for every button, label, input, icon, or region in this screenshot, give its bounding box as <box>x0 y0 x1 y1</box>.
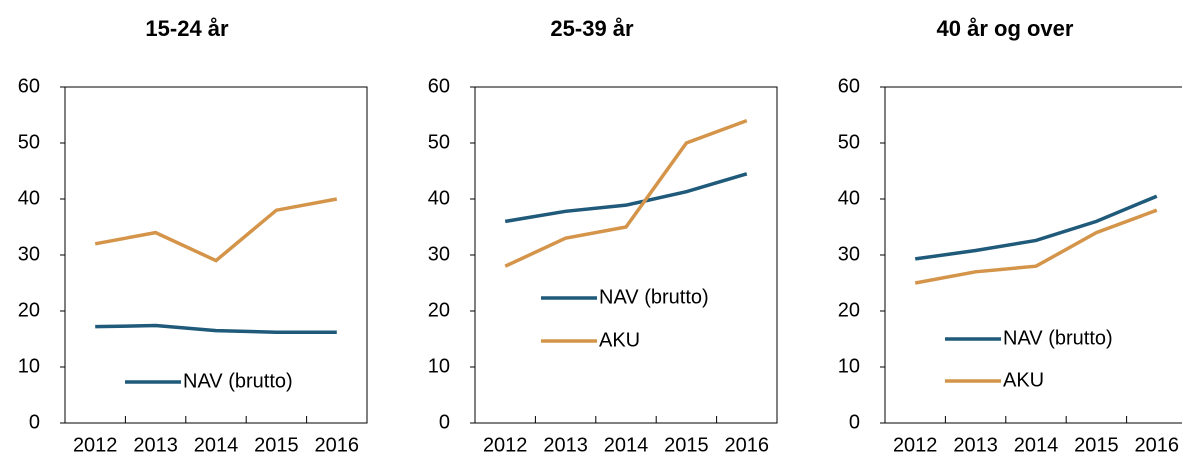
y-tick-label: 50 <box>838 131 860 153</box>
y-tick-label: 50 <box>18 131 40 153</box>
y-tick-label: 40 <box>18 187 40 209</box>
y-tick-label: 60 <box>428 75 450 97</box>
y-tick-label: 30 <box>428 243 450 265</box>
x-tick-label: 2016 <box>725 434 770 456</box>
series-line <box>504 172 748 224</box>
x-tick-label: 2015 <box>664 434 709 456</box>
legend-label: NAV (brutto) <box>1003 327 1113 349</box>
x-tick-label: 2013 <box>133 434 178 456</box>
x-tick-label: 2016 <box>315 434 360 456</box>
y-tick-label: 20 <box>18 299 40 321</box>
legend-label: NAV (brutto) <box>183 370 293 392</box>
legend-label: AKU <box>599 329 640 351</box>
y-tick-label: 50 <box>428 131 450 153</box>
legend-label: AKU <box>1003 369 1044 391</box>
y-tick-label: 0 <box>439 411 450 433</box>
series-line <box>95 323 337 335</box>
x-tick-label: 2014 <box>1014 434 1059 456</box>
chart-title: 15-24 år <box>145 16 229 41</box>
y-tick-label: 60 <box>838 75 860 97</box>
series-line <box>94 197 338 263</box>
y-tick-label: 30 <box>838 243 860 265</box>
series-line <box>914 194 1158 261</box>
y-tick-label: 40 <box>428 187 450 209</box>
x-tick-label: 2012 <box>893 434 938 456</box>
y-tick-label: 10 <box>428 355 450 377</box>
chart-title: 40 år og over <box>937 16 1074 41</box>
legend-label: NAV (brutto) <box>599 286 709 308</box>
y-tick-label: 60 <box>18 75 40 97</box>
y-tick-label: 0 <box>849 411 860 433</box>
x-tick-label: 2015 <box>254 434 299 456</box>
series-line <box>504 118 748 268</box>
x-tick-label: 2015 <box>1074 434 1119 456</box>
x-tick-label: 2016 <box>1135 434 1180 456</box>
y-tick-label: 10 <box>838 355 860 377</box>
x-tick-label: 2012 <box>483 434 528 456</box>
y-tick-label: 10 <box>18 355 40 377</box>
y-tick-label: 20 <box>428 299 450 321</box>
y-tick-label: 0 <box>29 411 40 433</box>
series-line <box>914 208 1158 285</box>
x-tick-label: 2013 <box>953 434 998 456</box>
x-tick-label: 2012 <box>73 434 118 456</box>
x-tick-label: 2013 <box>543 434 588 456</box>
plot-frame <box>474 86 778 424</box>
chart-title: 25-39 år <box>550 16 634 41</box>
y-tick-label: 40 <box>838 187 860 209</box>
y-tick-label: 30 <box>18 243 40 265</box>
y-tick-label: 20 <box>838 299 860 321</box>
x-tick-label: 2014 <box>604 434 649 456</box>
x-tick-label: 2014 <box>194 434 239 456</box>
